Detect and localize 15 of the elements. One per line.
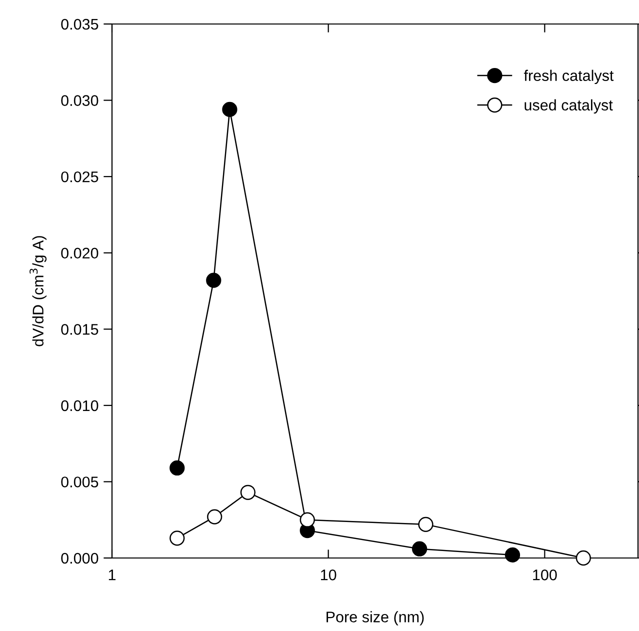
y-tick-label: 0.000 [61,552,98,564]
y-tick-label: 0.025 [61,171,98,182]
y-tick-label: 0.020 [61,248,98,259]
legend-label: fresh catalyst [524,70,614,84]
y-tick-label: 0.005 [61,476,98,488]
y-tick-label: 0.015 [61,324,98,335]
y-axis-title: dV/dD (cm$^{3}$/g A) [30,236,47,346]
y-tick-label: 0.030 [61,95,98,106]
x-tick-label: 100 [533,570,557,580]
legend-label: used catalyst [524,99,613,114]
y-tick-label: 0.010 [61,400,98,412]
x-tick-label: 1 [108,570,116,580]
x-axis-title: Pore size (nm) [326,611,424,626]
x-tick-label: 10 [321,570,336,580]
y-tick-label: 0.035 [61,18,98,30]
